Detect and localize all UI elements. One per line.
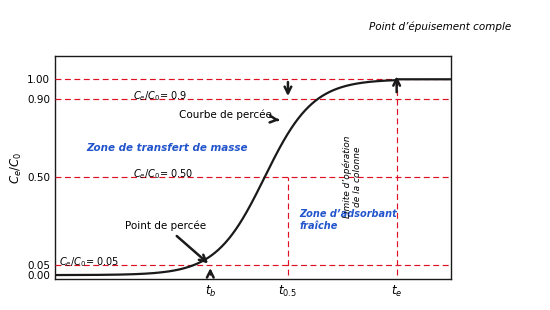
Text: Zone de transfert de masse: Zone de transfert de masse: [86, 143, 248, 153]
Text: $C_e/C_0$= 0.9: $C_e/C_0$= 0.9: [133, 89, 187, 103]
Text: Zone d’adsorbant
fraîche: Zone d’adsorbant fraîche: [300, 210, 397, 231]
Text: Limite d’opération
de la colonne: Limite d’opération de la colonne: [342, 136, 362, 219]
Text: Point de percée: Point de percée: [125, 221, 206, 262]
Text: Courbe de percée: Courbe de percée: [179, 109, 278, 122]
Y-axis label: $C_e/C_0$: $C_e/C_0$: [9, 151, 24, 184]
Text: $C_e/C_0$= 0.50: $C_e/C_0$= 0.50: [133, 167, 193, 181]
Text: $C_e/C_0$= 0.05: $C_e/C_0$= 0.05: [59, 255, 119, 269]
Text: Point d’épuisement comple: Point d’épuisement comple: [369, 22, 512, 32]
